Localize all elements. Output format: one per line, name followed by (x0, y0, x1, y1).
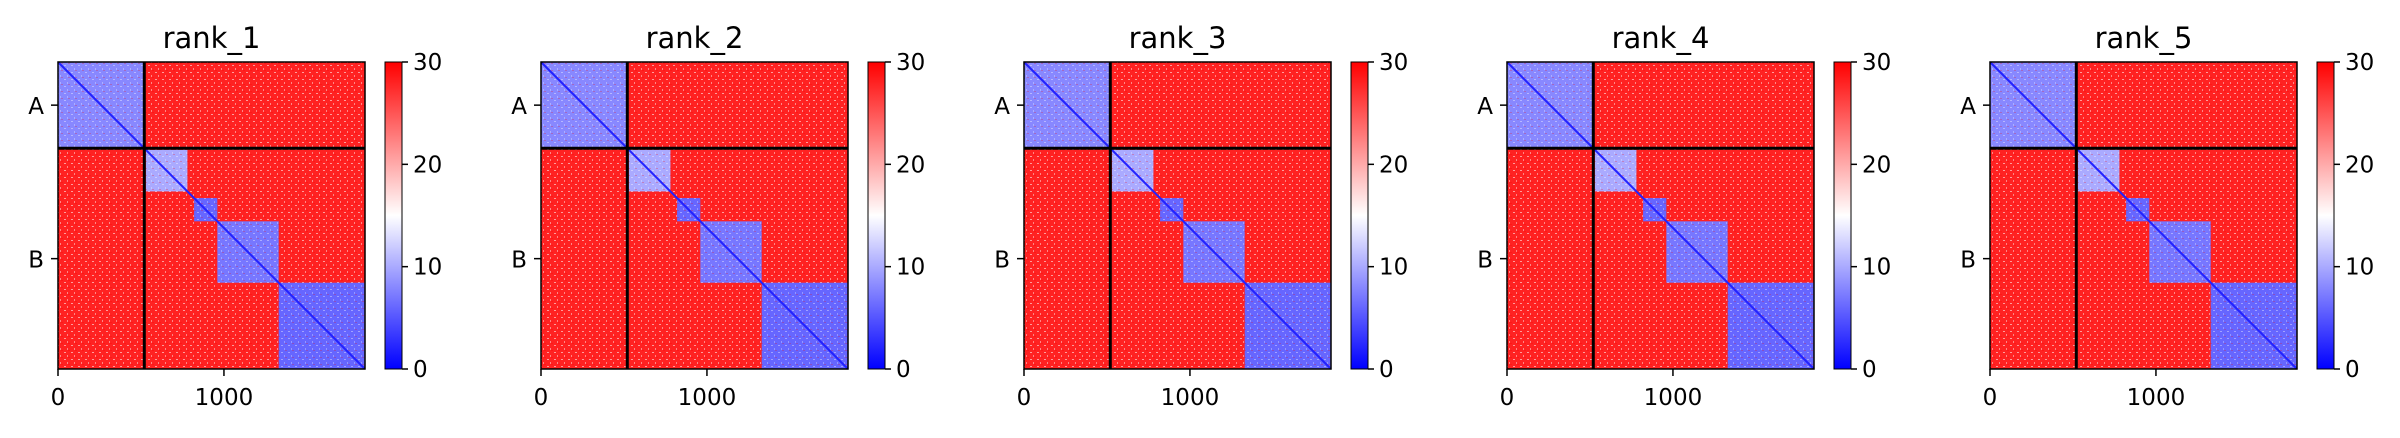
panel-title: rank_3 (1129, 21, 1227, 55)
colorbar-tick-label: 0 (896, 357, 911, 383)
axes-frame (1989, 61, 2298, 370)
panel-title: rank_4 (1612, 21, 1710, 55)
colorbar-tick-label: 20 (2345, 152, 2374, 178)
panel-title: rank_5 (2095, 21, 2193, 55)
x-tick-label: 0 (1983, 385, 1998, 411)
x-tick-label: 1000 (195, 385, 254, 411)
colorbar-tick-label: 0 (413, 357, 428, 383)
y-tick-label: A (994, 94, 1010, 120)
y-tick-label: B (1477, 248, 1493, 274)
axes-frame (1023, 61, 1332, 370)
y-tick-label: B (1960, 248, 1976, 274)
x-tick-label: 0 (1017, 385, 1032, 411)
colorbar-tick-label: 20 (896, 152, 925, 178)
colorbar-tick-label: 10 (413, 255, 442, 281)
colorbar-tick-label: 10 (896, 255, 925, 281)
colorbar-tick-label: 30 (2345, 50, 2374, 76)
colorbar (1833, 61, 1852, 370)
y-tick-label: A (28, 94, 44, 120)
panel-title: rank_1 (163, 21, 261, 55)
panel-3: rank_3 A B 0 1000 0 10 20 30 (994, 21, 1408, 411)
heatmap-diagonal (1506, 61, 1815, 370)
colorbar-tick-label: 30 (413, 50, 442, 76)
colorbar-tick-label: 10 (2345, 255, 2374, 281)
x-tick-label: 0 (51, 385, 66, 411)
y-tick-label: A (1960, 94, 1976, 120)
x-tick-label: 0 (1500, 385, 1515, 411)
heatmap-diagonal (1023, 61, 1332, 370)
panel-2: rank_2 A B 0 1000 0 10 20 30 (511, 21, 925, 411)
x-tick-label: 1000 (2127, 385, 2186, 411)
x-tick-label: 1000 (1644, 385, 1703, 411)
x-tick-label: 1000 (678, 385, 737, 411)
colorbar-tick-label: 30 (896, 50, 925, 76)
colorbar-tick-label: 20 (413, 152, 442, 178)
heatmap-diagonal (1989, 61, 2298, 370)
colorbar-tick-label: 10 (1379, 255, 1408, 281)
colorbar-tick-label: 20 (1862, 152, 1891, 178)
y-tick-label: B (511, 248, 527, 274)
colorbar-tick-label: 20 (1379, 152, 1408, 178)
panel-4: rank_4 A B 0 1000 0 10 20 30 (1477, 21, 1891, 411)
axes-frame (540, 61, 849, 370)
colorbar (867, 61, 886, 370)
colorbar-tick-label: 0 (1862, 357, 1877, 383)
colorbar (2316, 61, 2335, 370)
axes-frame (1506, 61, 1815, 370)
y-tick-label: A (511, 94, 527, 120)
panel-1: rank_1 A B 0 1000 0 10 20 30 (28, 21, 442, 411)
y-tick-label: B (994, 248, 1010, 274)
x-tick-label: 0 (534, 385, 549, 411)
colorbar-tick-label: 10 (1862, 255, 1891, 281)
colorbar-tick-label: 30 (1862, 50, 1891, 76)
axes-frame (57, 61, 366, 370)
x-tick-label: 1000 (1161, 385, 1220, 411)
heatmap-diagonal (540, 61, 849, 370)
heatmap-diagonal (57, 61, 366, 370)
colorbar (384, 61, 403, 370)
y-tick-label: A (1477, 94, 1493, 120)
y-tick-label: B (28, 248, 44, 274)
colorbar-tick-label: 30 (1379, 50, 1408, 76)
colorbar-tick-label: 0 (1379, 357, 1394, 383)
panel-5: rank_5 A B 0 1000 0 10 20 30 (1960, 21, 2374, 411)
panel-title: rank_2 (646, 21, 744, 55)
colorbar-tick-label: 0 (2345, 357, 2360, 383)
colorbar (1350, 61, 1369, 370)
